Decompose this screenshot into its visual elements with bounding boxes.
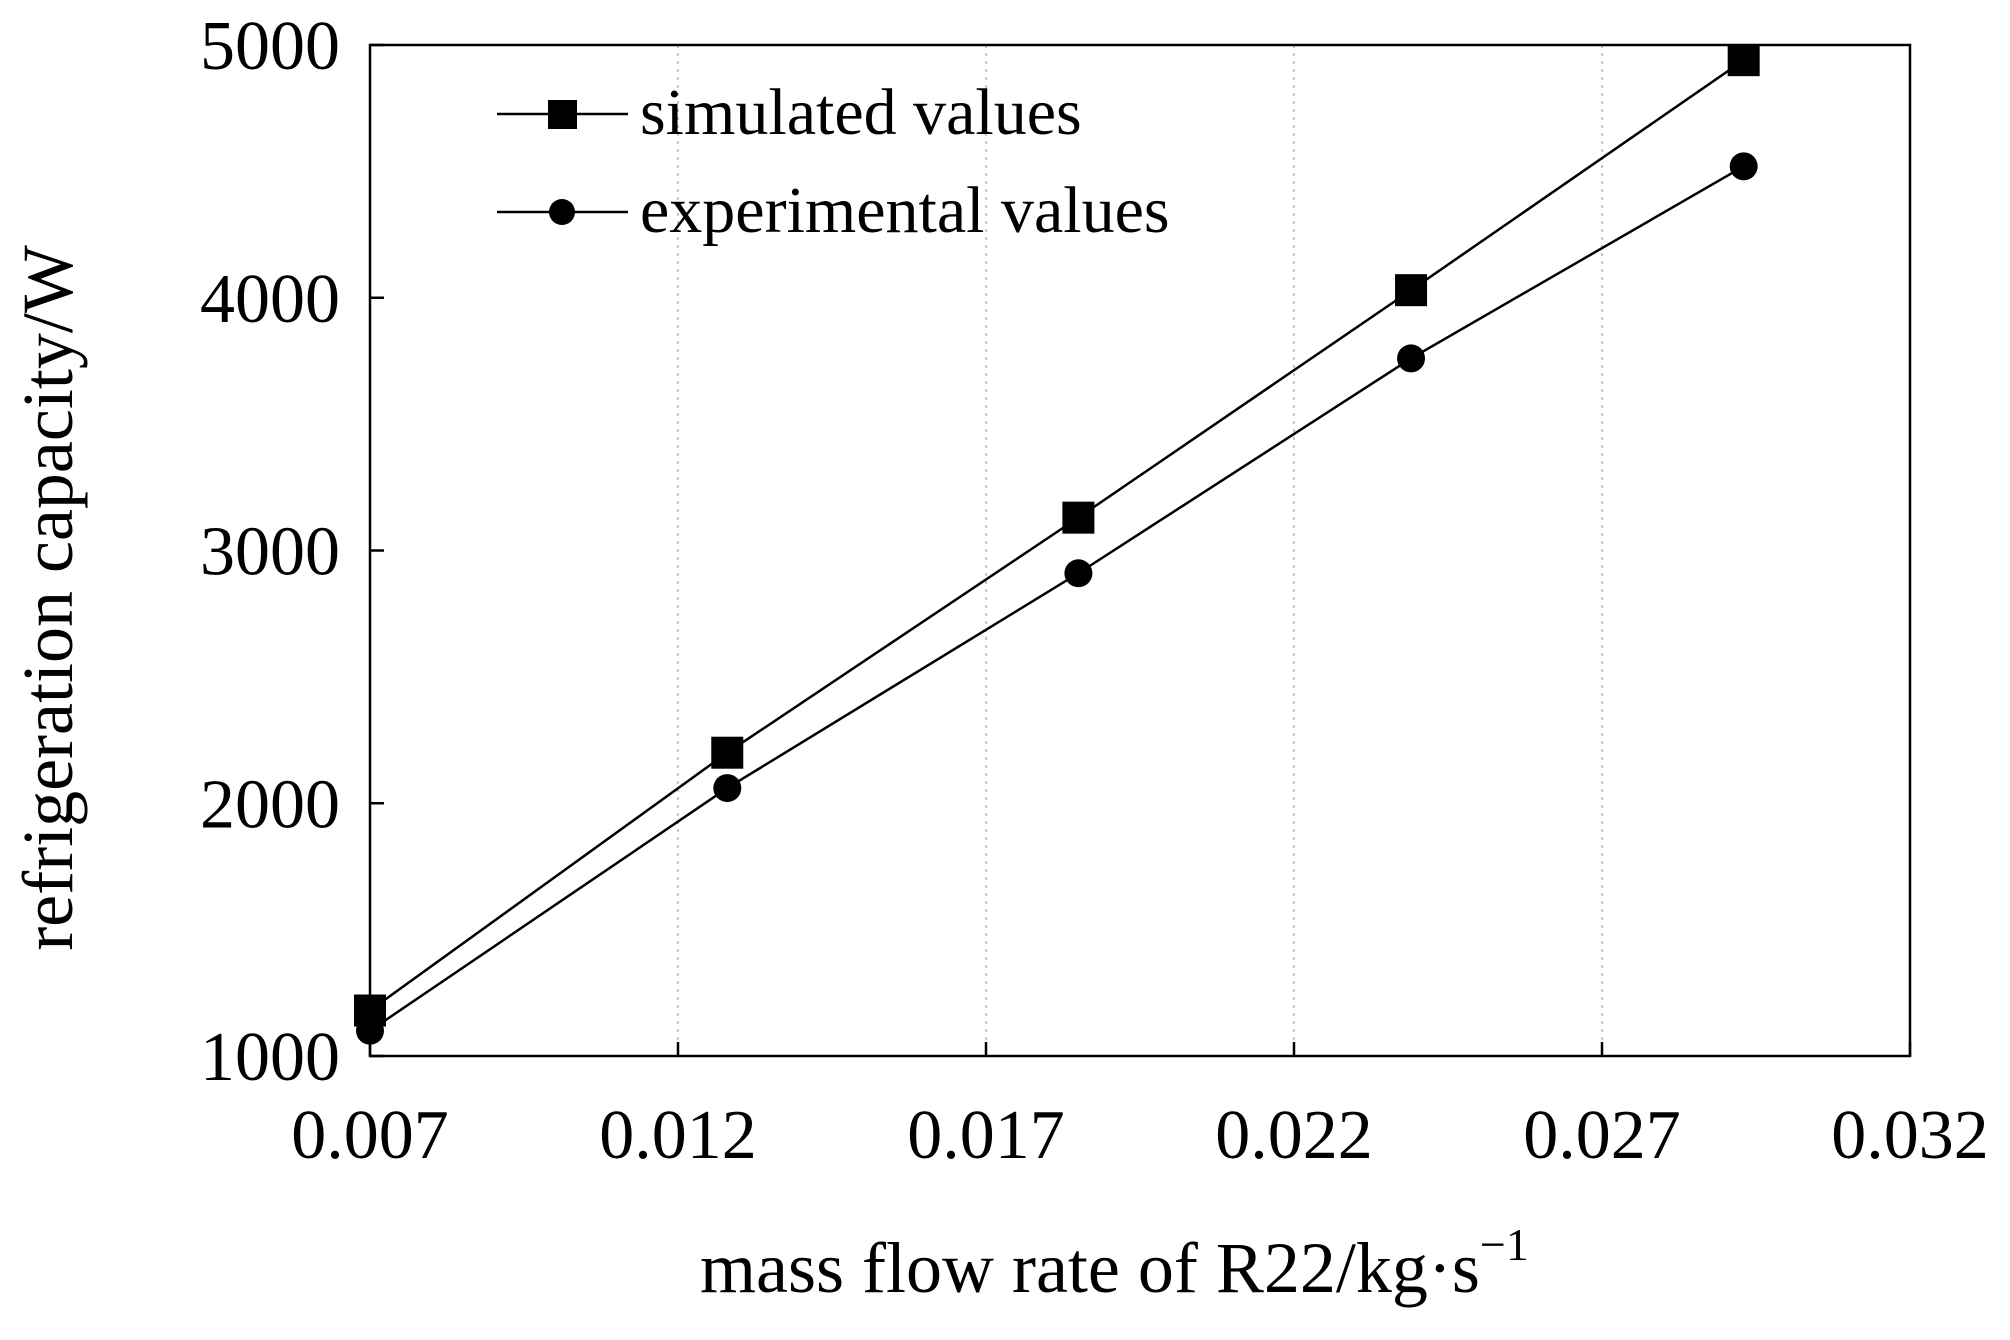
data-point-square	[711, 736, 744, 769]
x-tick-label: 0.012	[599, 1097, 757, 1174]
x-tick-label: 0.032	[1831, 1097, 1989, 1174]
x-axis-label-superscript: −1	[1480, 1219, 1529, 1270]
x-axis-ticks: 0.007 0.012 0.017 0.022 0.027 0.032	[291, 1042, 1989, 1174]
x-tick-label: 0.017	[907, 1097, 1065, 1174]
y-axis-ticks: 1000 2000 3000 4000 5000	[200, 8, 384, 1096]
x-tick-label: 0.027	[1523, 1097, 1681, 1174]
series-layer	[354, 44, 1760, 1045]
data-point-circle	[1729, 152, 1758, 181]
y-tick-label: 4000	[200, 261, 340, 338]
series-1	[356, 152, 1758, 1045]
data-point-square	[1395, 274, 1428, 307]
data-point-circle	[713, 774, 742, 803]
x-tick-label: 0.022	[1215, 1097, 1373, 1174]
y-tick-label: 2000	[200, 766, 340, 843]
y-axis-label: refrigeration capacity/W	[8, 245, 88, 951]
x-axis-label: mass flow rate of R22/kg·s−1	[700, 1219, 1529, 1308]
y-tick-label: 1000	[200, 1019, 340, 1096]
grid-lines	[677, 45, 1603, 1056]
legend-marker-square	[548, 100, 577, 129]
x-axis-label-main: mass flow rate of R22/kg·s	[700, 1228, 1480, 1308]
data-point-square	[1062, 501, 1095, 534]
legend-marker-circle	[549, 199, 575, 225]
x-tick-label: 0.007	[291, 1097, 449, 1174]
legend: simulated values experimental values	[497, 76, 1170, 247]
data-point-circle	[1064, 559, 1093, 588]
data-point-square	[1727, 44, 1760, 77]
data-point-circle	[356, 1016, 384, 1045]
y-tick-label: 5000	[200, 8, 340, 85]
legend-label-experimental: experimental values	[640, 174, 1170, 247]
legend-label-simulated: simulated values	[640, 76, 1082, 149]
data-point-circle	[1397, 344, 1426, 373]
series-0	[354, 44, 1760, 1027]
y-tick-label: 3000	[200, 514, 340, 591]
